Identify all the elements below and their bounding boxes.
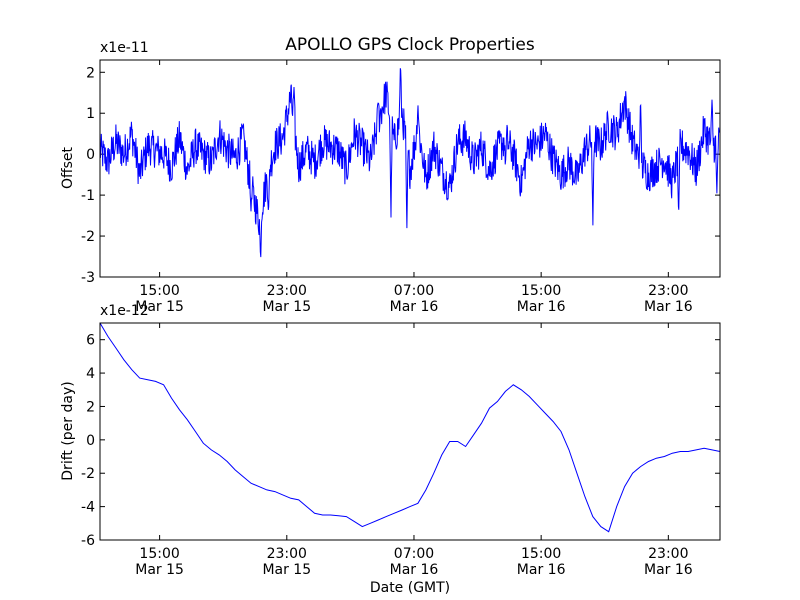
offset-xtick-time-label: 07:00 <box>394 283 434 299</box>
drift-series-line <box>99 322 721 533</box>
drift-xtick-time-label: 23:00 <box>648 546 688 562</box>
drift-ytick-label: -2 <box>81 466 95 482</box>
drift-y-axis-label: Drift (per day) <box>60 381 76 480</box>
drift-ytick-label: 6 <box>86 333 95 349</box>
offset-ytick-label: 1 <box>86 106 95 122</box>
offset-xtick-date-label: Mar 15 <box>262 299 311 315</box>
drift-plot-frame <box>99 322 721 541</box>
drift-ytick-label: 0 <box>86 433 95 449</box>
offset-y-axis-label: Offset <box>60 146 76 189</box>
offset-xtick-date-label: Mar 15 <box>135 299 184 315</box>
drift-xtick-date-label: Mar 15 <box>135 562 184 578</box>
drift-xtick-date-label: Mar 15 <box>262 562 311 578</box>
drift-xtick-time-label: 15:00 <box>139 546 179 562</box>
drift-ytick-label: 2 <box>86 399 95 415</box>
drift-scale-label: x1e-12 <box>100 303 149 319</box>
offset-xtick-time-label: 23:00 <box>267 283 307 299</box>
offset-xtick-time-label: 15:00 <box>139 283 179 299</box>
offset-xtick-date-label: Mar 16 <box>390 299 439 315</box>
offset-ytick-label: -1 <box>81 188 95 204</box>
drift-xtick-time-label: 15:00 <box>521 546 561 562</box>
offset-ytick-label: -3 <box>81 270 95 286</box>
drift-xtick-date-label: Mar 16 <box>517 562 566 578</box>
offset-xtick-time-label: 15:00 <box>521 283 561 299</box>
drift-xtick-date-label: Mar 16 <box>390 562 439 578</box>
offset-series-line <box>99 68 721 258</box>
offset-plot-frame <box>99 59 721 278</box>
drift-xtick-date-label: Mar 16 <box>644 562 693 578</box>
offset-xtick-date-label: Mar 16 <box>644 299 693 315</box>
offset-ytick-label: 2 <box>86 65 95 81</box>
offset-xtick-time-label: 23:00 <box>648 283 688 299</box>
offset-ytick-label: -2 <box>81 229 95 245</box>
drift-ytick-label: 4 <box>86 366 95 382</box>
offset-ytick-label: 0 <box>86 147 95 163</box>
drift-ytick-label: -6 <box>81 533 95 549</box>
offset-xtick-date-label: Mar 16 <box>517 299 566 315</box>
drift-panel: x1e-12 Drift (per day) -6-4-2024615:00Ma… <box>60 303 721 596</box>
figure-title: APOLLO GPS Clock Properties <box>285 35 535 55</box>
drift-xtick-time-label: 23:00 <box>267 546 307 562</box>
drift-x-axis-label: Date (GMT) <box>370 580 450 596</box>
drift-xtick-time-label: 07:00 <box>394 546 434 562</box>
offset-scale-label: x1e-11 <box>100 40 149 56</box>
drift-ytick-label: -4 <box>81 500 95 516</box>
